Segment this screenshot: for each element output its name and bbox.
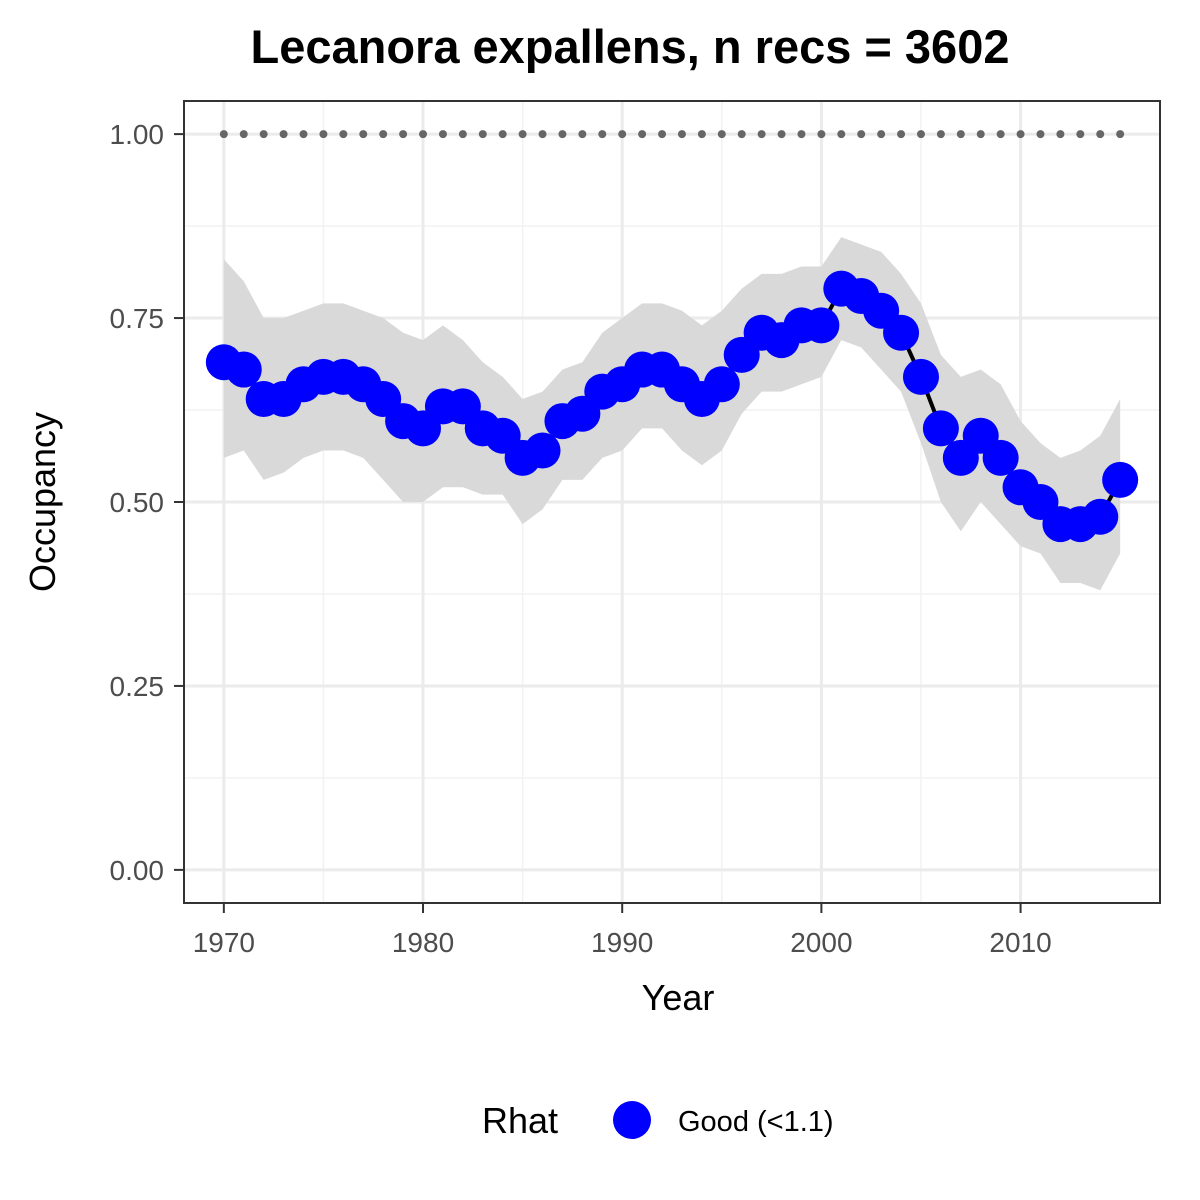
y-tick-label: 0.00 [110,855,165,886]
y-tick-label: 0.75 [110,303,165,334]
data-point [922,410,959,447]
reference-dot [299,130,308,139]
reference-dot [797,130,806,139]
reference-dot [817,130,826,139]
y-axis-ticks: 0.00 0.25 0.50 0.75 1.00 [110,119,184,886]
reference-dot [837,130,846,139]
reference-dot [777,130,786,139]
data-point [982,439,1019,476]
reference-dot [359,130,368,139]
reference-dot [399,130,408,139]
data-point [225,351,262,388]
data-points [205,270,1139,543]
reference-dot [259,130,268,139]
reference-dot [438,130,447,139]
reference-dot [1036,130,1045,139]
x-axis-ticks: 1970 1980 1990 2000 2010 [193,903,1052,958]
reference-dot [239,130,248,139]
reference-dot [638,130,647,139]
data-point [1102,461,1139,498]
data-point [902,358,939,395]
data-point [703,366,740,403]
legend-marker [613,1101,651,1139]
reference-dot [478,130,487,139]
reference-dot [1116,130,1125,139]
reference-dot [897,130,906,139]
reference-dot [618,130,627,139]
reference-dot [339,130,348,139]
reference-dot [279,130,288,139]
reference-line [219,130,1125,139]
reference-dot [1076,130,1085,139]
x-tick-label: 1990 [591,927,653,958]
reference-dot [757,130,766,139]
reference-dot [697,130,706,139]
y-tick-label: 1.00 [110,119,165,150]
reference-dot [419,130,428,139]
reference-dot [956,130,965,139]
x-axis-title: Year [642,977,715,1018]
data-point [524,432,561,469]
reference-dot [936,130,945,139]
data-point [803,307,840,344]
reference-dot [578,130,587,139]
reference-dot [916,130,925,139]
reference-dot [857,130,866,139]
y-tick-label: 0.25 [110,671,165,702]
reference-dot [737,130,746,139]
reference-dot [379,130,388,139]
reference-dot [1016,130,1025,139]
reference-dot [1056,130,1065,139]
reference-dot [498,130,507,139]
reference-dot [996,130,1005,139]
chart-title: Lecanora expallens, n recs = 3602 [251,20,1010,73]
reference-dot [1096,130,1105,139]
y-tick-label: 0.50 [110,487,165,518]
x-tick-label: 2010 [989,927,1051,958]
reference-dot [319,130,328,139]
reference-dot [219,130,228,139]
reference-dot [677,130,686,139]
reference-dot [976,130,985,139]
reference-dot [877,130,886,139]
legend-label: Good (<1.1) [678,1106,834,1138]
data-point [1082,498,1119,535]
legend-title: Rhat [482,1100,558,1141]
y-axis-title: Occupancy [22,412,63,592]
reference-dot [558,130,567,139]
reference-dot [598,130,607,139]
x-tick-label: 2000 [790,927,852,958]
reference-dot [717,130,726,139]
reference-dot [538,130,547,139]
reference-dot [518,130,527,139]
x-tick-label: 1970 [193,927,255,958]
reference-dot [658,130,667,139]
legend: Rhat Good (<1.1) [482,1100,834,1141]
data-point [883,314,920,351]
grid-lines [184,101,1160,903]
reference-dot [458,130,467,139]
x-tick-label: 1980 [392,927,454,958]
